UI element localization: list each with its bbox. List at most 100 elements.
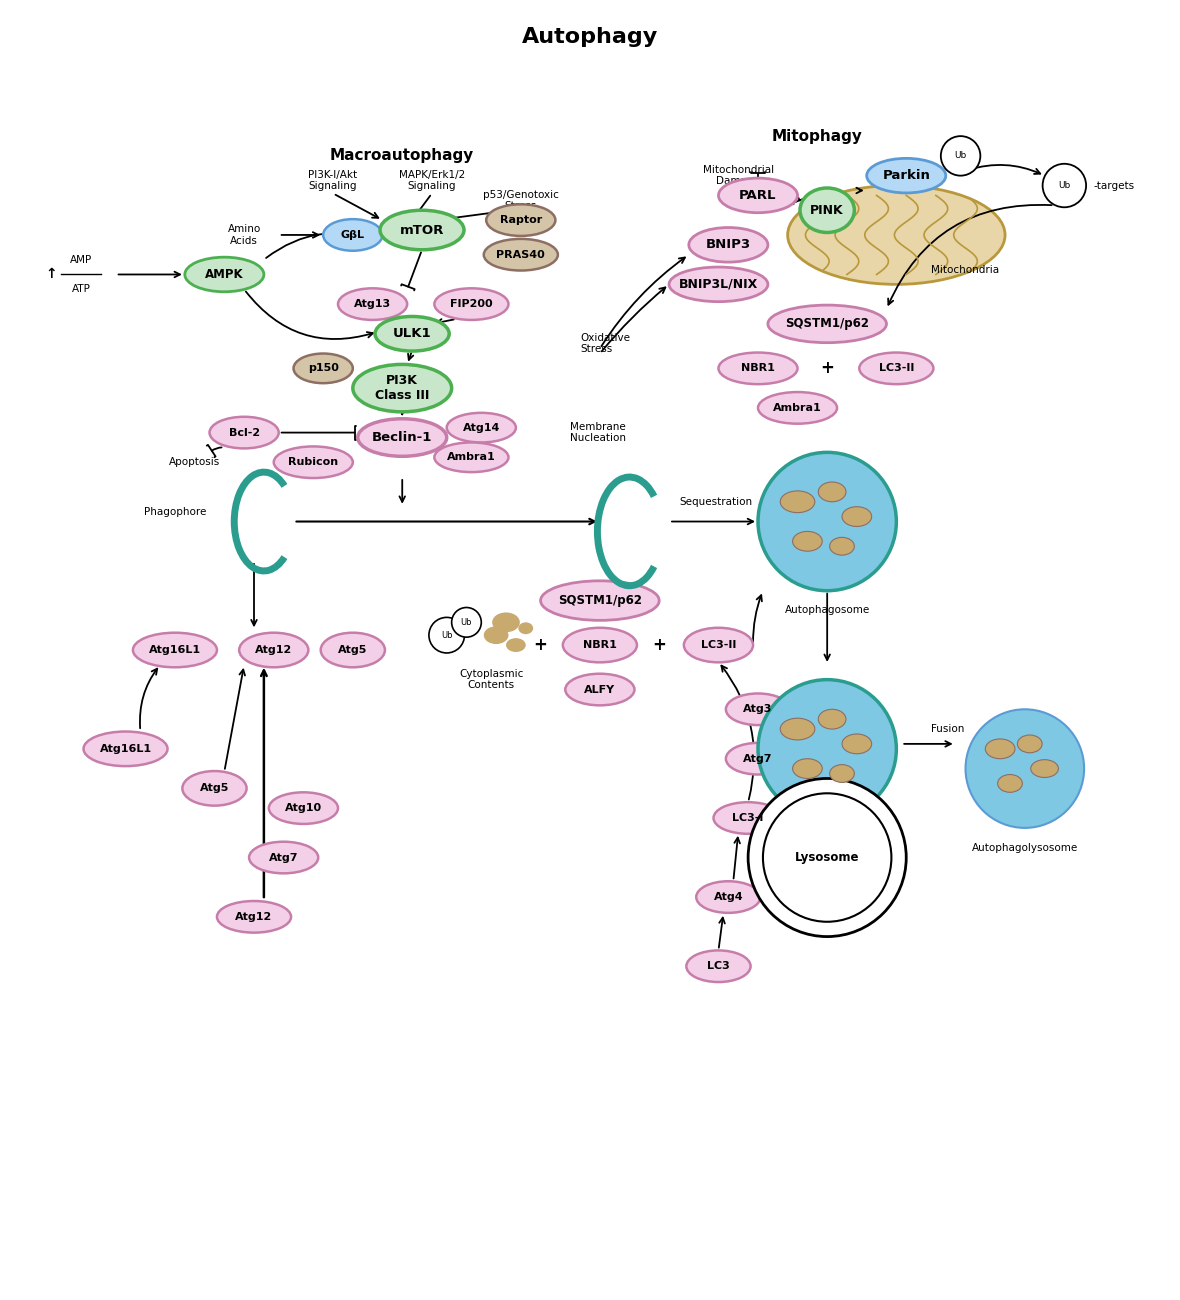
Text: Atg10: Atg10 <box>284 803 322 812</box>
Circle shape <box>965 710 1084 828</box>
Circle shape <box>940 136 981 176</box>
Ellipse shape <box>793 532 822 551</box>
Text: Apoptosis: Apoptosis <box>169 458 221 467</box>
Ellipse shape <box>240 633 308 667</box>
Ellipse shape <box>768 306 886 343</box>
Ellipse shape <box>249 841 319 874</box>
Ellipse shape <box>84 732 168 766</box>
Ellipse shape <box>758 393 837 424</box>
Ellipse shape <box>434 442 509 472</box>
Ellipse shape <box>274 446 353 478</box>
Ellipse shape <box>337 289 407 320</box>
Circle shape <box>452 607 481 637</box>
Ellipse shape <box>133 633 217 667</box>
Ellipse shape <box>486 204 556 235</box>
Text: Atg13: Atg13 <box>354 299 391 309</box>
Text: Atg12: Atg12 <box>255 645 293 655</box>
Ellipse shape <box>719 352 798 385</box>
Text: Rubicon: Rubicon <box>288 458 339 467</box>
Text: Phagophore: Phagophore <box>144 507 206 516</box>
Text: Raptor: Raptor <box>499 214 542 225</box>
Text: PE: PE <box>807 754 820 763</box>
Text: Ub: Ub <box>460 618 472 627</box>
Ellipse shape <box>563 628 637 663</box>
Ellipse shape <box>726 742 791 775</box>
Ellipse shape <box>434 289 509 320</box>
Ellipse shape <box>492 612 520 632</box>
Ellipse shape <box>380 211 464 250</box>
Ellipse shape <box>726 693 791 725</box>
Ellipse shape <box>185 257 264 291</box>
Ellipse shape <box>1031 759 1058 777</box>
Text: Ambra1: Ambra1 <box>447 452 496 463</box>
Ellipse shape <box>294 354 353 384</box>
Text: Atg16L1: Atg16L1 <box>149 645 201 655</box>
Text: +: + <box>533 636 548 654</box>
Ellipse shape <box>375 316 450 351</box>
Ellipse shape <box>818 482 846 502</box>
Text: Sequestration: Sequestration <box>678 497 752 507</box>
Text: SQSTM1/p62: SQSTM1/p62 <box>785 317 870 330</box>
Ellipse shape <box>843 507 872 526</box>
Circle shape <box>758 680 897 818</box>
Ellipse shape <box>800 188 854 233</box>
Ellipse shape <box>687 950 750 982</box>
Text: AMP: AMP <box>70 255 92 265</box>
Ellipse shape <box>780 718 815 740</box>
Ellipse shape <box>484 239 558 270</box>
Ellipse shape <box>787 186 1005 285</box>
Text: Cytoplasmic
Contents: Cytoplasmic Contents <box>459 668 524 690</box>
Ellipse shape <box>540 581 660 620</box>
Ellipse shape <box>183 771 247 806</box>
Ellipse shape <box>696 881 760 913</box>
Text: Atg16L1: Atg16L1 <box>99 744 151 754</box>
Text: GβL: GβL <box>341 230 365 240</box>
Text: Ub: Ub <box>955 151 966 160</box>
Ellipse shape <box>518 623 533 634</box>
Ellipse shape <box>985 738 1015 759</box>
Text: SQSTM1/p62: SQSTM1/p62 <box>558 594 642 607</box>
Ellipse shape <box>859 352 933 385</box>
Ellipse shape <box>793 759 822 779</box>
Text: Autophagosome: Autophagosome <box>785 606 870 615</box>
Text: ATP: ATP <box>72 285 91 294</box>
Text: Atg12: Atg12 <box>235 911 273 922</box>
Ellipse shape <box>217 901 291 932</box>
Text: PRAS40: PRAS40 <box>497 250 545 260</box>
Text: Mitophagy: Mitophagy <box>772 129 863 143</box>
Text: LC3-I: LC3-I <box>733 812 763 823</box>
Text: Mitochondria: Mitochondria <box>931 264 999 274</box>
Ellipse shape <box>358 419 447 456</box>
Ellipse shape <box>830 764 854 783</box>
Text: NBR1: NBR1 <box>583 640 617 650</box>
Ellipse shape <box>506 638 526 653</box>
Text: Ub: Ub <box>441 630 452 640</box>
Text: Oxidative
Stress: Oxidative Stress <box>581 333 630 355</box>
Ellipse shape <box>818 710 846 729</box>
Text: Mitochondrial
Damage: Mitochondrial Damage <box>702 165 774 186</box>
Circle shape <box>763 793 891 922</box>
Text: FIP200: FIP200 <box>450 299 493 309</box>
Text: Fusion: Fusion <box>931 724 964 734</box>
Ellipse shape <box>210 417 278 448</box>
Text: p53/Genotoxic
Stress: p53/Genotoxic Stress <box>483 190 559 211</box>
Text: AMPK: AMPK <box>205 268 243 281</box>
Text: Atg14: Atg14 <box>463 422 500 433</box>
Ellipse shape <box>1017 734 1042 753</box>
Ellipse shape <box>353 364 452 412</box>
Circle shape <box>748 779 906 936</box>
Circle shape <box>1043 164 1086 207</box>
Text: LC3-II: LC3-II <box>701 640 736 650</box>
Ellipse shape <box>719 178 798 213</box>
Text: p150: p150 <box>308 364 339 373</box>
Text: Autophagolysosome: Autophagolysosome <box>971 842 1079 853</box>
Ellipse shape <box>780 491 815 512</box>
Ellipse shape <box>866 159 945 192</box>
Text: Membrane
Nucleation: Membrane Nucleation <box>570 421 627 443</box>
Text: LC3: LC3 <box>707 961 730 971</box>
Ellipse shape <box>669 266 768 302</box>
Text: mTOR: mTOR <box>400 224 444 237</box>
Text: ULK1: ULK1 <box>393 328 432 341</box>
Text: PI3K-I/Akt
Signaling: PI3K-I/Akt Signaling <box>308 170 358 191</box>
Text: Atg7: Atg7 <box>269 853 299 862</box>
